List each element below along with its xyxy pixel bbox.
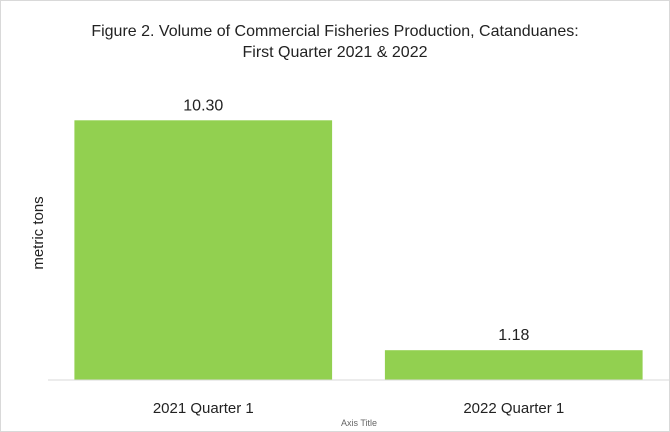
bar-2	[384, 350, 643, 380]
chart-title-line-1: Figure 2. Volume of Commercial Fisheries…	[91, 23, 579, 40]
data-label-1: 10.30	[183, 97, 223, 114]
y-axis-title: metric tons	[30, 196, 47, 269]
labels-layer: 10.30 2021 Quarter 1 1.18 2022 Quarter 1	[153, 97, 564, 417]
bars-layer	[74, 120, 643, 381]
bar-1	[74, 120, 333, 381]
chart-title-line-2: First Quarter 2021 & 2022	[242, 44, 428, 61]
data-label-2: 1.18	[498, 327, 529, 344]
x-tick-label-1: 2021 Quarter 1	[153, 400, 254, 417]
x-tick-label-2: 2022 Quarter 1	[463, 400, 564, 417]
chart-title: Figure 2. Volume of Commercial Fisheries…	[1, 21, 669, 63]
x-axis-title: Axis Title	[341, 418, 377, 428]
